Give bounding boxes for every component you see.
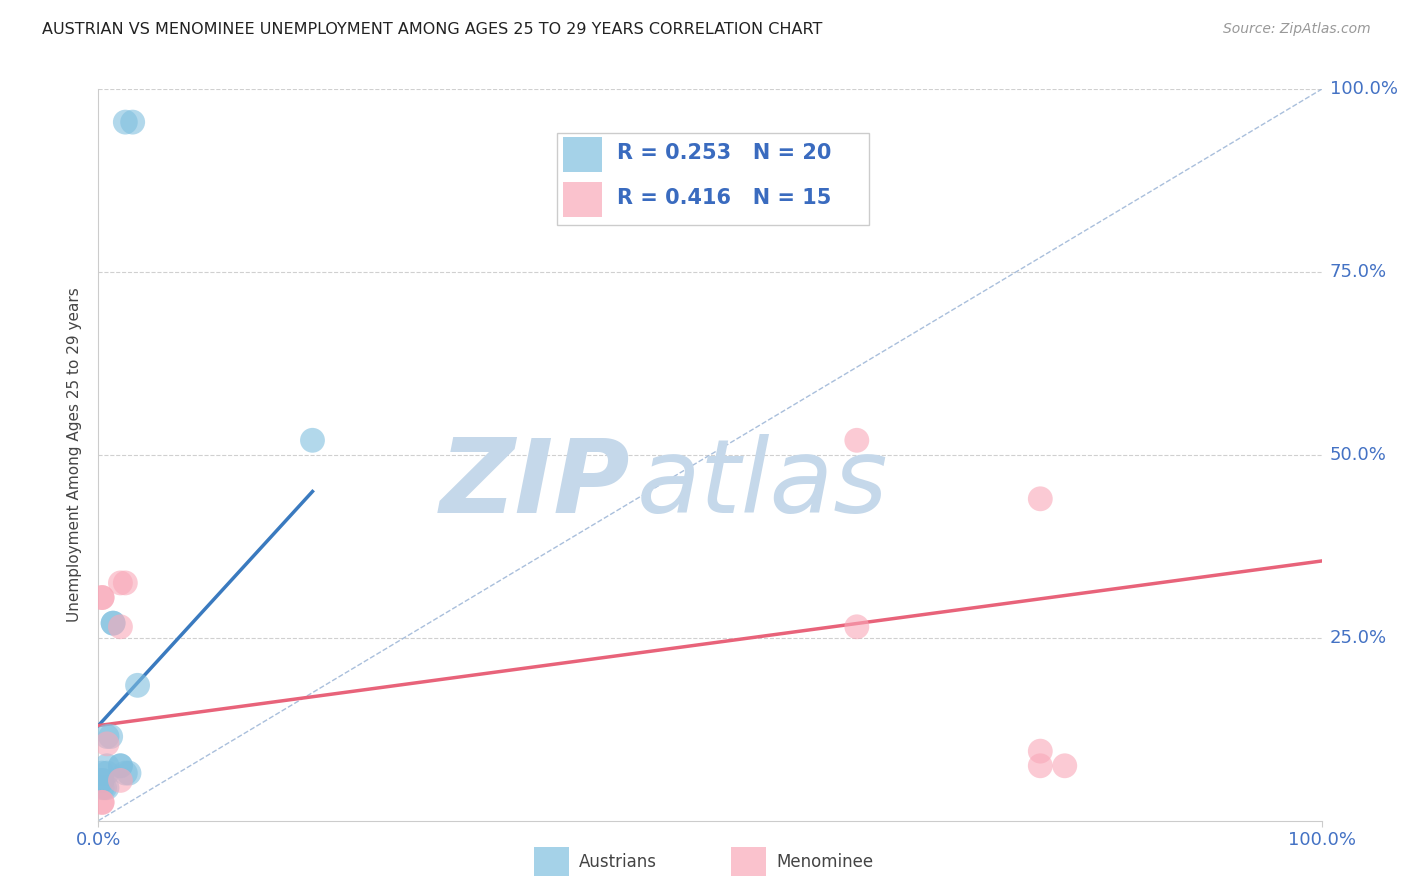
- Point: [91, 780, 114, 795]
- Point: [101, 616, 124, 631]
- Point: [845, 620, 868, 634]
- Text: 75.0%: 75.0%: [1330, 263, 1388, 281]
- Point: [118, 766, 141, 780]
- Point: [96, 766, 118, 780]
- Text: 100.0%: 100.0%: [1330, 80, 1398, 98]
- Point: [96, 730, 118, 744]
- Text: AUSTRIAN VS MENOMINEE UNEMPLOYMENT AMONG AGES 25 TO 29 YEARS CORRELATION CHART: AUSTRIAN VS MENOMINEE UNEMPLOYMENT AMONG…: [42, 22, 823, 37]
- Point: [91, 766, 114, 780]
- Point: [127, 678, 149, 692]
- Point: [100, 730, 122, 744]
- Point: [96, 737, 118, 751]
- Point: [114, 115, 136, 129]
- Point: [96, 758, 118, 772]
- Point: [91, 773, 114, 788]
- Text: R = 0.253   N = 20: R = 0.253 N = 20: [617, 143, 831, 163]
- Bar: [564, 182, 602, 218]
- Text: 50.0%: 50.0%: [1330, 446, 1386, 464]
- Text: 25.0%: 25.0%: [1330, 629, 1388, 647]
- Point: [1053, 758, 1076, 772]
- Text: ZIP: ZIP: [440, 434, 630, 534]
- Point: [845, 434, 868, 448]
- Point: [91, 591, 114, 605]
- Point: [91, 796, 114, 810]
- Point: [1029, 744, 1052, 758]
- Text: Menominee: Menominee: [776, 853, 873, 871]
- Point: [110, 576, 132, 591]
- Point: [91, 591, 114, 605]
- Point: [91, 796, 114, 810]
- Bar: [564, 136, 602, 172]
- Point: [301, 434, 323, 448]
- Point: [121, 115, 143, 129]
- Point: [91, 773, 114, 788]
- Text: R = 0.416   N = 15: R = 0.416 N = 15: [617, 188, 831, 208]
- Point: [93, 780, 115, 795]
- Point: [101, 616, 124, 631]
- Text: atlas: atlas: [637, 434, 889, 534]
- Point: [1029, 758, 1052, 772]
- Point: [110, 620, 132, 634]
- FancyBboxPatch shape: [557, 133, 869, 225]
- Point: [96, 780, 118, 795]
- Point: [110, 758, 132, 772]
- Point: [1029, 491, 1052, 506]
- Y-axis label: Unemployment Among Ages 25 to 29 years: Unemployment Among Ages 25 to 29 years: [67, 287, 83, 623]
- Text: Austrians: Austrians: [579, 853, 657, 871]
- Point: [110, 758, 132, 772]
- Point: [114, 576, 136, 591]
- Point: [114, 766, 136, 780]
- Point: [110, 773, 132, 788]
- Text: Source: ZipAtlas.com: Source: ZipAtlas.com: [1223, 22, 1371, 37]
